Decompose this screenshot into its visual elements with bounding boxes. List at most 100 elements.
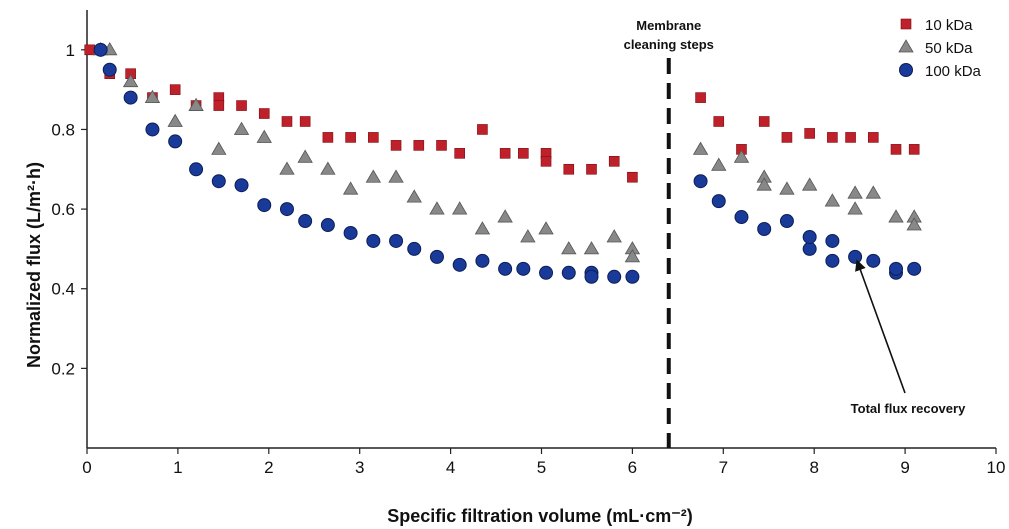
point-100-kda — [625, 269, 640, 284]
point-50-kda — [692, 141, 709, 155]
point-100-kda — [320, 218, 335, 233]
y-tick-label: 0.2 — [51, 359, 75, 378]
point-50-kda — [520, 229, 536, 243]
point-10-kda — [84, 44, 96, 56]
point-100-kda — [234, 178, 249, 193]
point-10-kda — [758, 116, 770, 127]
point-100-kda — [279, 202, 294, 217]
point-100-kda — [498, 261, 513, 276]
point-10-kda — [540, 156, 552, 167]
point-10-kda — [713, 116, 725, 127]
point-10-kda — [563, 163, 575, 175]
point-50-kda — [233, 121, 250, 135]
x-tick-label: 8 — [809, 458, 818, 477]
legend-label: 100 kDa — [925, 63, 982, 80]
point-10-kda — [299, 116, 311, 127]
point-100-kda — [407, 241, 422, 256]
point-100-kda — [429, 249, 444, 264]
point-100-kda — [734, 210, 749, 225]
point-100-kda — [802, 229, 817, 244]
point-100-kda — [516, 261, 531, 276]
point-50-kda — [906, 217, 922, 231]
point-10-kda — [169, 84, 181, 95]
point-100-kda — [452, 257, 467, 272]
point-10-kda — [390, 140, 402, 151]
y-tick-label: 0.8 — [51, 120, 75, 139]
x-tick-label: 1 — [173, 458, 182, 477]
x-tick-label: 7 — [719, 458, 728, 477]
point-10-kda — [586, 163, 597, 175]
y-tick-label: 1 — [66, 41, 75, 60]
point-50-kda — [561, 241, 577, 255]
point-50-kda — [256, 129, 272, 143]
point-100-kda — [889, 261, 904, 276]
point-100-kda — [211, 174, 226, 189]
point-10-kda — [436, 140, 447, 151]
point-100-kda — [561, 265, 576, 280]
series-100-kda — [93, 42, 922, 284]
flux-recovery-label: Total flux recovery — [851, 401, 966, 416]
x-tick-label: 6 — [628, 458, 637, 477]
y-tick-label: 0.4 — [51, 280, 75, 299]
point-10-kda — [499, 148, 511, 159]
point-50-kda — [320, 161, 336, 175]
point-10-kda — [867, 132, 879, 143]
point-10-kda — [908, 144, 920, 155]
point-100-kda — [607, 269, 622, 284]
point-100-kda — [539, 265, 554, 280]
x-tick-label: 0 — [82, 458, 91, 477]
point-50-kda — [211, 141, 227, 155]
point-100-kda — [475, 253, 490, 268]
point-50-kda — [167, 113, 183, 127]
point-50-kda — [865, 185, 881, 199]
point-50-kda — [756, 177, 772, 191]
point-50-kda — [733, 149, 750, 163]
point-10-kda — [454, 148, 465, 159]
point-100-kda — [366, 233, 381, 248]
point-100-kda — [711, 194, 726, 209]
point-10-kda — [518, 148, 529, 159]
point-50-kda — [497, 209, 513, 223]
point-100-kda — [102, 62, 117, 77]
point-10-kda — [845, 132, 856, 143]
point-100-kda — [389, 233, 404, 248]
legend-marker — [899, 63, 913, 77]
point-50-kda — [847, 185, 863, 199]
legend-marker — [898, 39, 914, 53]
point-50-kda — [279, 161, 295, 175]
point-10-kda — [695, 92, 706, 103]
x-tick-label: 9 — [900, 458, 909, 477]
point-100-kda — [848, 249, 863, 264]
point-50-kda — [606, 229, 622, 243]
legend: 10 kDa 50 kDa 100 kDa — [898, 17, 982, 80]
point-50-kda — [429, 201, 445, 215]
point-100-kda — [145, 122, 160, 137]
x-tick-label: 10 — [987, 458, 1006, 477]
point-50-kda — [847, 201, 863, 215]
point-100-kda — [123, 90, 138, 105]
point-10-kda — [477, 124, 488, 135]
point-50-kda — [711, 157, 727, 171]
point-10-kda — [608, 156, 620, 167]
point-50-kda — [188, 97, 204, 111]
point-10-kda — [827, 132, 838, 143]
point-100-kda — [257, 198, 272, 213]
point-100-kda — [825, 253, 840, 268]
point-100-kda — [693, 174, 708, 189]
x-tick-label: 2 — [264, 458, 273, 477]
annotation-layer: Membrane cleaning steps Total flux recover… — [624, 18, 966, 448]
point-100-kda — [168, 134, 183, 149]
point-100-kda — [93, 42, 108, 57]
point-50-kda — [538, 221, 554, 235]
point-10-kda — [345, 132, 356, 143]
divider-label-line2: cleaning steps — [624, 37, 714, 52]
point-50-kda — [122, 73, 139, 88]
point-50-kda — [779, 181, 795, 195]
point-10-kda — [413, 140, 425, 151]
y-axis-title: Normalized flux (L/m²·h) — [24, 162, 44, 368]
point-100-kda — [802, 241, 817, 256]
point-10-kda — [804, 128, 815, 139]
divider-label-line1: Membrane — [636, 18, 701, 33]
legend-label: 10 kDa — [925, 17, 973, 34]
point-50-kda — [342, 181, 359, 195]
